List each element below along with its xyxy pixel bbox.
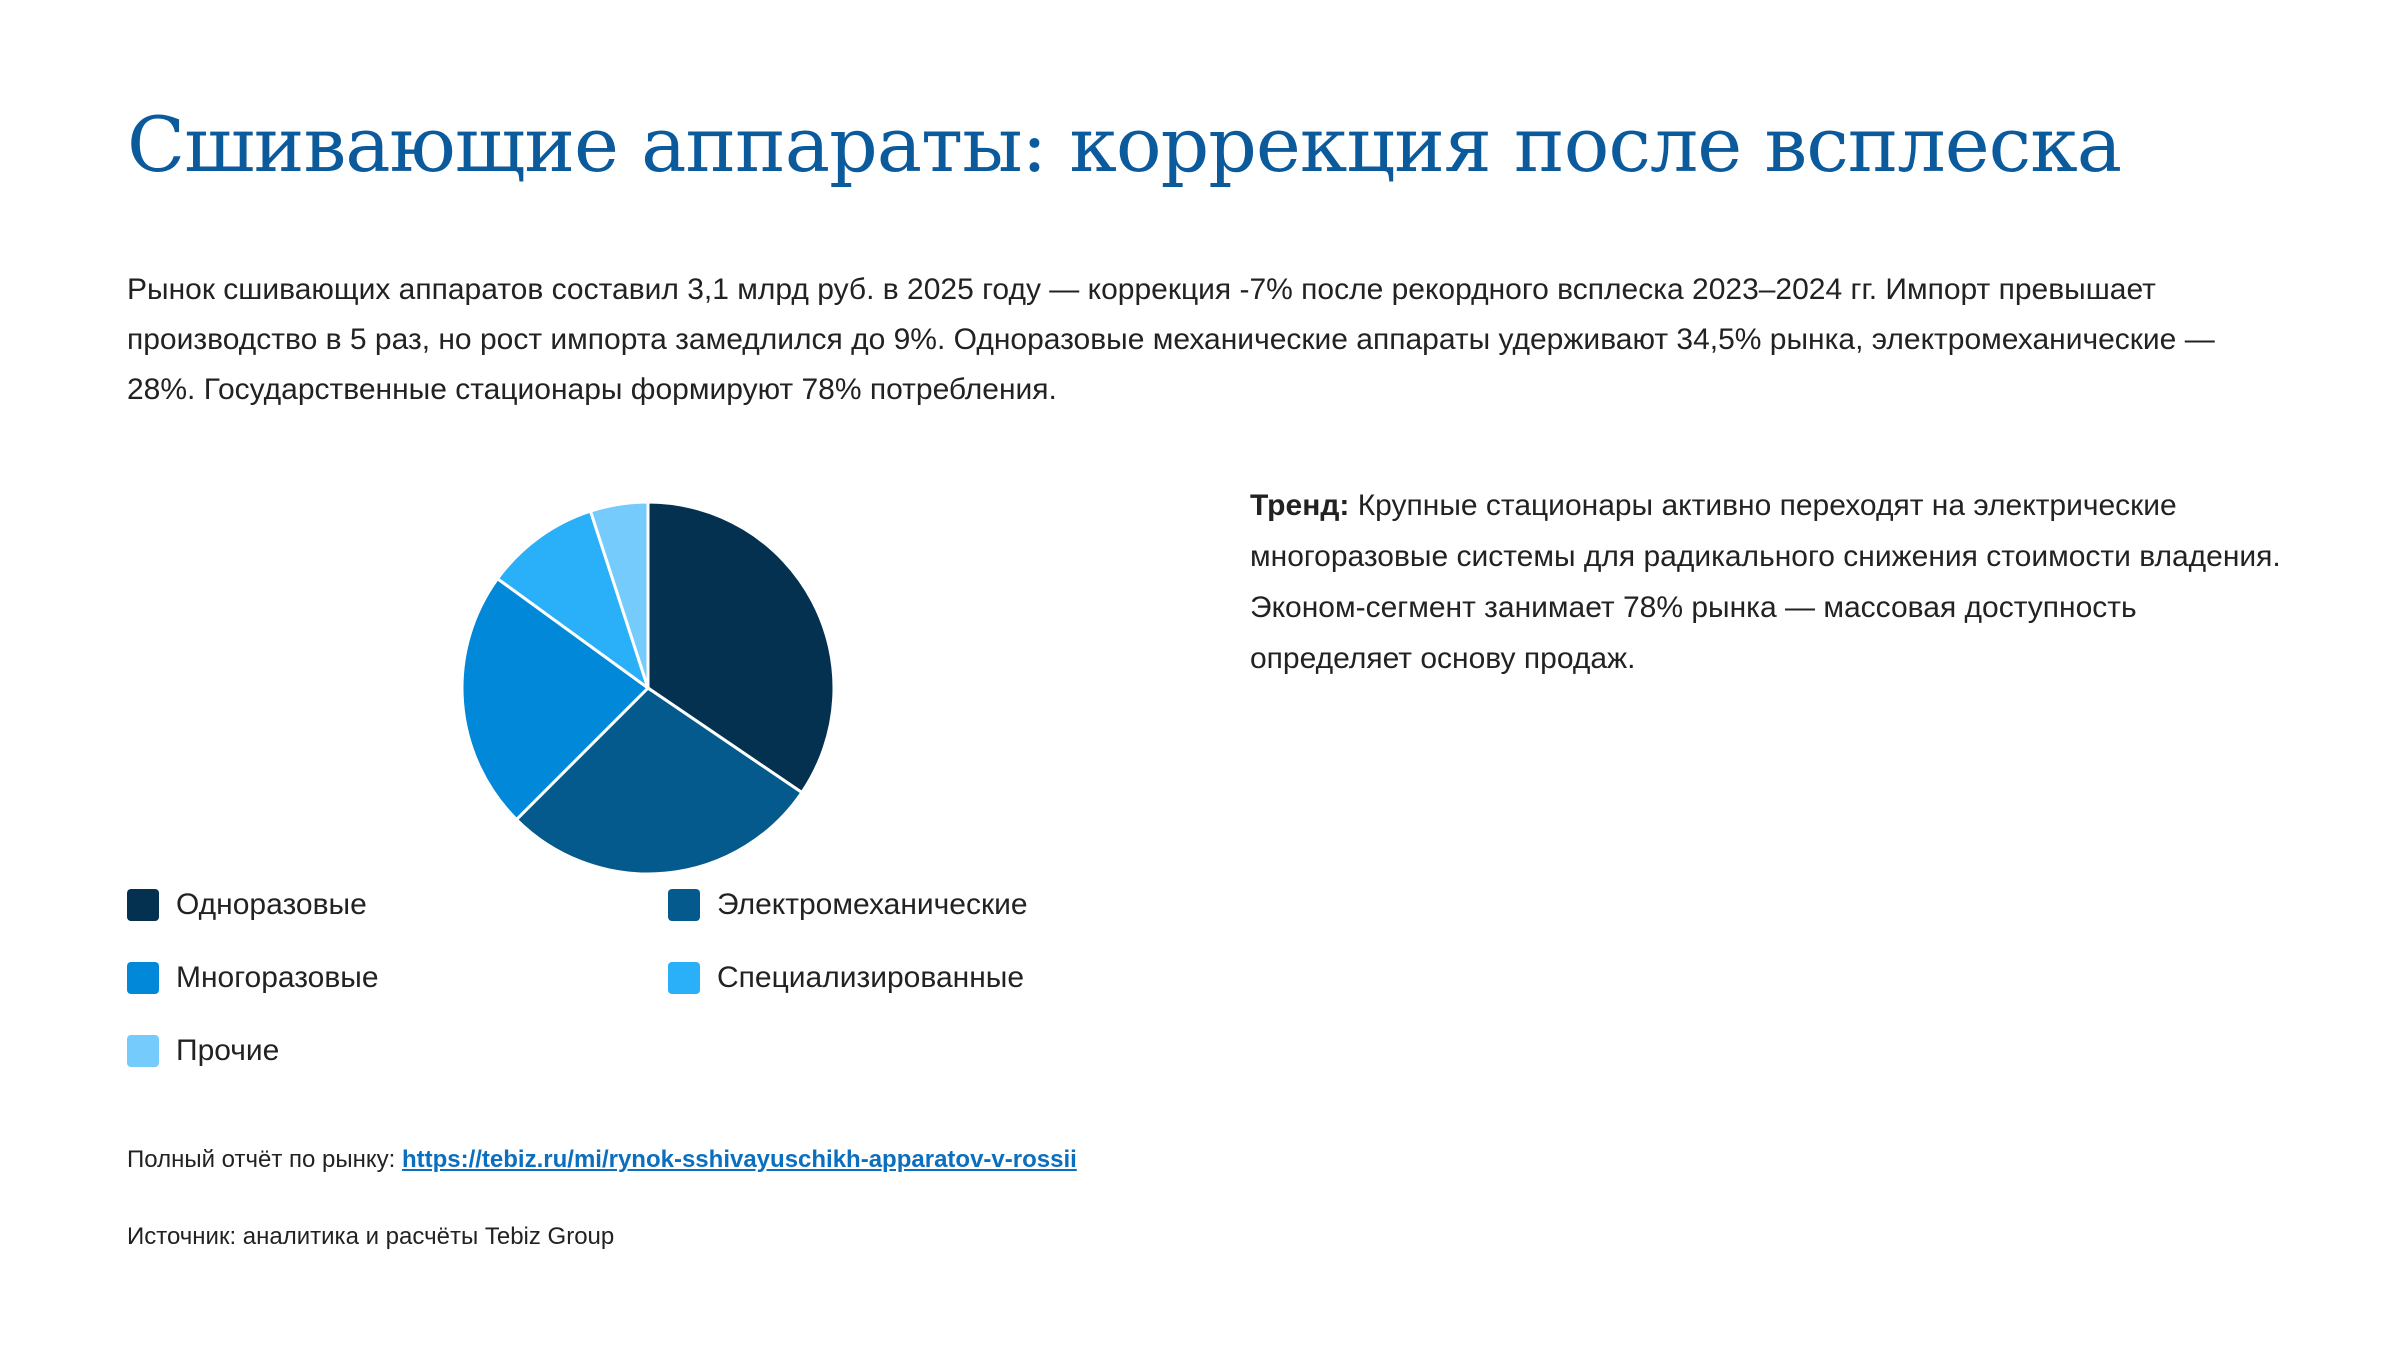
legend-swatch (127, 962, 159, 994)
legend-swatch (127, 1035, 159, 1067)
pie-slice-1 (646, 500, 836, 795)
report-line: Полный отчёт по рынку: https://tebiz.ru/… (127, 1146, 1077, 1174)
legend-swatch (668, 889, 700, 921)
trend-paragraph: Тренд: Крупные стационары активно перехо… (1250, 480, 2300, 684)
pie-slice-3 (460, 576, 651, 822)
intro-paragraph: Рынок сшивающих аппаратов составил 3,1 м… (127, 273, 2215, 406)
source-note: Источник: аналитика и расчёты Tebiz Grou… (127, 1223, 615, 1250)
legend-label: Прочие (176, 1034, 280, 1067)
trend-text: Крупные стационары активно переходят на … (1250, 489, 2281, 675)
legend-swatch (127, 889, 159, 921)
pie-slice-4 (495, 509, 651, 692)
report-link[interactable]: https://tebiz.ru/mi/rynok-sshivayuschikh… (401, 1146, 1077, 1173)
legend-item: Многоразовые (127, 961, 379, 995)
pie-slice-5 (588, 500, 650, 689)
legend-label: Многоразовые (176, 961, 379, 994)
legend-item: Специализированные (668, 961, 1024, 995)
legend-swatch (668, 962, 700, 994)
legend-item: Электромеханические (668, 888, 1028, 922)
report-label: Полный отчёт по рынку: (127, 1146, 402, 1173)
legend-label: Специализированные (717, 961, 1025, 994)
legend-label: Одноразовые (176, 888, 367, 921)
legend-item: Одноразовые (127, 888, 367, 922)
page-title: Сшивающие аппараты: коррекция после вспл… (127, 100, 2122, 189)
legend-item: Прочие (127, 1034, 279, 1068)
trend-label: Тренд: (1250, 489, 1350, 522)
pie-chart (460, 500, 836, 876)
legend-label: Электромеханические (717, 888, 1028, 921)
pie-slice-2 (514, 686, 804, 876)
